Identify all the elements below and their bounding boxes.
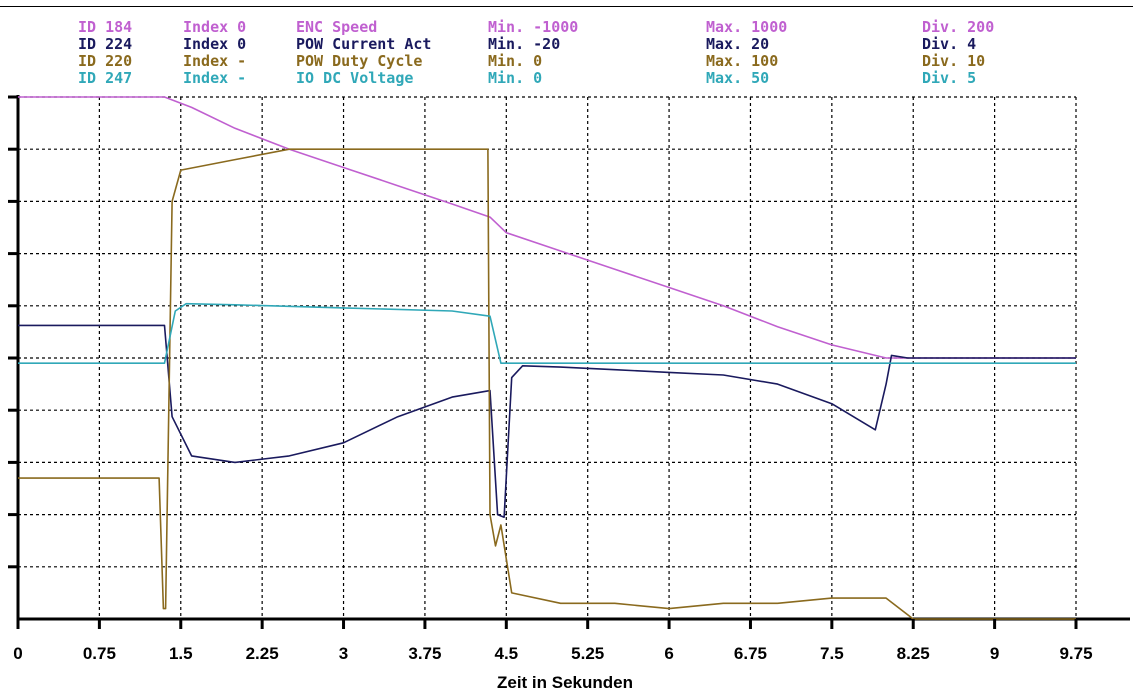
legend-header: ID 184 Index 0 ENC Speed Min. -1000 Max.… — [0, 0, 1133, 92]
legend-row-pow-duty: ID 220 Index - POW Duty Cycle Min. 0 Max… — [0, 53, 1133, 70]
legend-div: Div. 5 — [922, 69, 977, 87]
legend-div: Div. 200 — [922, 18, 995, 36]
series-line-pow-current-act — [18, 324, 1076, 519]
x-tick-label: 3.75 — [408, 644, 441, 663]
x-axis-label: Zeit in Sekunden — [497, 673, 633, 691]
legend-max: Max. 1000 — [706, 18, 788, 36]
legend-row-pow-current: ID 224 Index 0 POW Current Act Min. -20 … — [0, 36, 1133, 53]
x-tick-label: 6 — [664, 644, 673, 663]
legend-div: Div. 10 — [922, 52, 986, 70]
x-tick-label: 6.75 — [734, 644, 767, 663]
legend-min: Min. -20 — [488, 35, 561, 53]
x-tick-label: 2.25 — [246, 644, 279, 663]
x-tick-label: 0.75 — [83, 644, 116, 663]
legend-div: Div. 4 — [922, 35, 977, 53]
legend-index: Index 0 — [183, 18, 247, 36]
x-tick-label: 1.5 — [169, 644, 193, 663]
legend-max: Max. 20 — [706, 35, 770, 53]
legend-min: Min. -1000 — [488, 18, 579, 36]
legend-name: IO DC Voltage — [296, 69, 414, 87]
legend-min: Min. 0 — [488, 69, 543, 87]
x-tick-label: 3 — [339, 644, 348, 663]
legend-id: ID 224 — [78, 35, 133, 53]
x-tick-label: 7.5 — [820, 644, 844, 663]
legend-id: ID 220 — [78, 52, 133, 70]
legend-id: ID 184 — [78, 18, 133, 36]
legend-index: Index - — [183, 52, 247, 70]
x-tick-label: 9.75 — [1059, 644, 1092, 663]
legend-index: Index - — [183, 69, 247, 87]
legend-row-enc-speed: ID 184 Index 0 ENC Speed Min. -1000 Max.… — [0, 19, 1133, 36]
x-tick-label: 5.25 — [571, 644, 604, 663]
series-line-io-dc-voltage — [18, 302, 1076, 365]
legend-name: ENC Speed — [296, 18, 378, 36]
grid-lines — [8, 95, 1077, 619]
legend-min: Min. 0 — [488, 52, 543, 70]
x-tick-label: 9 — [990, 644, 999, 663]
legend-max: Max. 100 — [706, 52, 779, 70]
x-tick-labels: 0 0.75 1.5 2.25 3 3.75 4.5 5.25 6 6.75 7.5 8.25 9 9.7… — [13, 619, 1093, 663]
legend-index: Index 0 — [183, 35, 247, 53]
top-border-line — [0, 6, 1133, 7]
series-line-enc-speed — [18, 96, 1076, 359]
axes — [16, 95, 1130, 621]
legend-row-io-voltage: ID 247 Index - IO DC Voltage Min. 0 Max.… — [0, 70, 1133, 87]
series-line-pow-duty-cycle — [18, 148, 1076, 620]
legend-name: POW Current Act — [296, 35, 432, 53]
series-group — [18, 96, 1076, 620]
x-tick-label: 4.5 — [494, 644, 518, 663]
legend-max: Max. 50 — [706, 69, 770, 87]
legend-id: ID 247 — [78, 69, 133, 87]
x-tick-label: 0 — [13, 644, 22, 663]
x-tick-label: 8.25 — [897, 644, 930, 663]
legend-name: POW Duty Cycle — [296, 52, 423, 70]
